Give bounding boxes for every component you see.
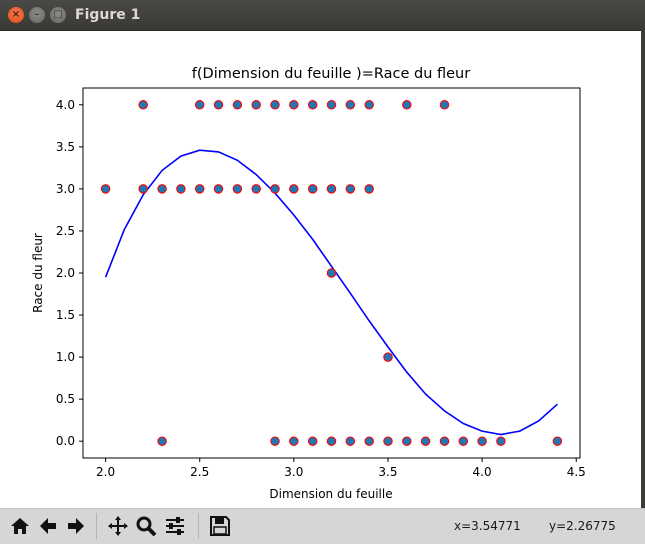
configure-subplots-icon <box>166 517 184 535</box>
pan-button[interactable] <box>105 513 131 539</box>
forward-arrow-icon <box>68 518 84 534</box>
back-arrow-icon <box>40 518 56 534</box>
y-tick-label: 2.5 <box>56 224 75 238</box>
scatter-point <box>307 436 318 446</box>
zoom-icon <box>136 516 157 537</box>
scatter-point <box>420 436 431 446</box>
x-tick-label: 4.0 <box>473 465 492 479</box>
scatter-point <box>213 184 224 194</box>
home-button[interactable] <box>7 513 33 539</box>
y-tick-label: 4.0 <box>56 98 75 112</box>
scatter-point <box>458 436 469 446</box>
y-tick-label: 1.0 <box>56 350 75 364</box>
scatter-point <box>496 436 506 446</box>
scatter-point <box>138 100 148 110</box>
maximize-window-button[interactable]: □ <box>50 7 66 23</box>
scatter-point <box>326 100 337 110</box>
scatter-point <box>345 436 356 446</box>
scatter-point <box>552 436 563 446</box>
scatter-point <box>477 436 487 446</box>
scatter-point <box>364 436 374 446</box>
scatter-point <box>439 436 450 446</box>
scatter-point <box>232 100 243 110</box>
scatter-point <box>326 436 337 446</box>
navigation-toolbar: x=3.54771 y=2.26775 <box>0 508 645 544</box>
scatter-point <box>307 100 318 110</box>
window-title: Figure 1 <box>75 7 141 23</box>
scatter-point <box>307 184 318 194</box>
scatter-point <box>213 100 224 110</box>
close-icon: × <box>11 9 21 20</box>
axis-ticks: 2.0 2.5 3.0 3.5 4.0 4.5 0.0 0.5 1.0 1.5 2.0 2.5 3.0 3… <box>56 98 586 479</box>
y-tick-label: 2.0 <box>56 266 75 280</box>
save-icon <box>210 516 230 536</box>
scatter-point <box>364 184 374 194</box>
zoom-button[interactable] <box>133 513 159 539</box>
scatter-point <box>364 100 374 110</box>
scatter-point <box>194 100 205 110</box>
minimize-icon: – <box>34 9 40 20</box>
scatter-point <box>157 184 167 194</box>
scatter-point <box>345 100 356 110</box>
scatter-point <box>383 436 393 446</box>
plot-marks <box>100 100 563 446</box>
y-tick-label: 0.0 <box>56 434 75 448</box>
window-titlebar: × – □ Figure 1 <box>0 0 645 31</box>
scatter-point <box>402 100 412 110</box>
x-tick-label: 3.5 <box>378 465 397 479</box>
y-tick-label: 1.5 <box>56 308 75 322</box>
back-button[interactable] <box>35 513 61 539</box>
x-coordinate-readout: x=3.54771 <box>454 519 521 533</box>
scatter-point <box>194 184 205 194</box>
scatter-point <box>176 184 186 194</box>
forward-button[interactable] <box>63 513 89 539</box>
scatter-point <box>251 100 261 110</box>
pan-icon <box>108 516 128 536</box>
configure-subplots-button[interactable] <box>162 513 188 539</box>
x-tick-label: 4.5 <box>567 465 586 479</box>
x-tick-label: 2.0 <box>96 465 115 479</box>
scatter-point <box>232 184 243 194</box>
scatter-point <box>251 184 261 194</box>
scatter-point <box>402 436 412 446</box>
close-window-button[interactable]: × <box>8 7 24 23</box>
minimize-window-button[interactable]: – <box>29 7 45 23</box>
scatter-point <box>157 436 167 446</box>
maximize-icon: □ <box>53 9 63 20</box>
y-axis-label: Race du fleur <box>31 233 45 313</box>
scatter-point <box>345 184 356 194</box>
y-coordinate-readout: y=2.26775 <box>549 519 616 533</box>
scatter-point <box>326 184 337 194</box>
window-border <box>641 30 645 508</box>
scatter-point <box>270 436 280 446</box>
chart-title: f(Dimension du feuille )=Race du fleur <box>192 66 470 82</box>
scatter-point <box>289 100 299 110</box>
x-tick-label: 3.0 <box>284 465 303 479</box>
toolbar-separator <box>198 513 199 539</box>
scatter-point <box>138 184 148 194</box>
scatter-point <box>100 184 111 194</box>
scatter-point <box>289 184 299 194</box>
scatter-point <box>326 268 337 278</box>
x-axis-label: Dimension du feuille <box>269 487 392 501</box>
toolbar-separator <box>96 513 97 539</box>
scatter-point <box>383 352 393 362</box>
x-tick-label: 2.5 <box>190 465 209 479</box>
save-button[interactable] <box>207 513 233 539</box>
scatter-point <box>289 436 299 446</box>
y-tick-label: 0.5 <box>56 392 75 406</box>
scatter-point <box>270 184 280 194</box>
y-tick-label: 3.0 <box>56 182 75 196</box>
y-tick-label: 3.5 <box>56 140 75 154</box>
home-icon <box>11 518 29 534</box>
figure-canvas[interactable]: 2.0 2.5 3.0 3.5 4.0 4.5 0.0 0.5 1.0 1.5 2.0 2.5 3.0 3… <box>0 31 641 508</box>
scatter-point <box>439 100 450 110</box>
scatter-point <box>270 100 280 110</box>
fit-curve-line <box>104 149 558 436</box>
plot-svg: 2.0 2.5 3.0 3.5 4.0 4.5 0.0 0.5 1.0 1.5 2.0 2.5 3.0 3… <box>31 66 586 501</box>
